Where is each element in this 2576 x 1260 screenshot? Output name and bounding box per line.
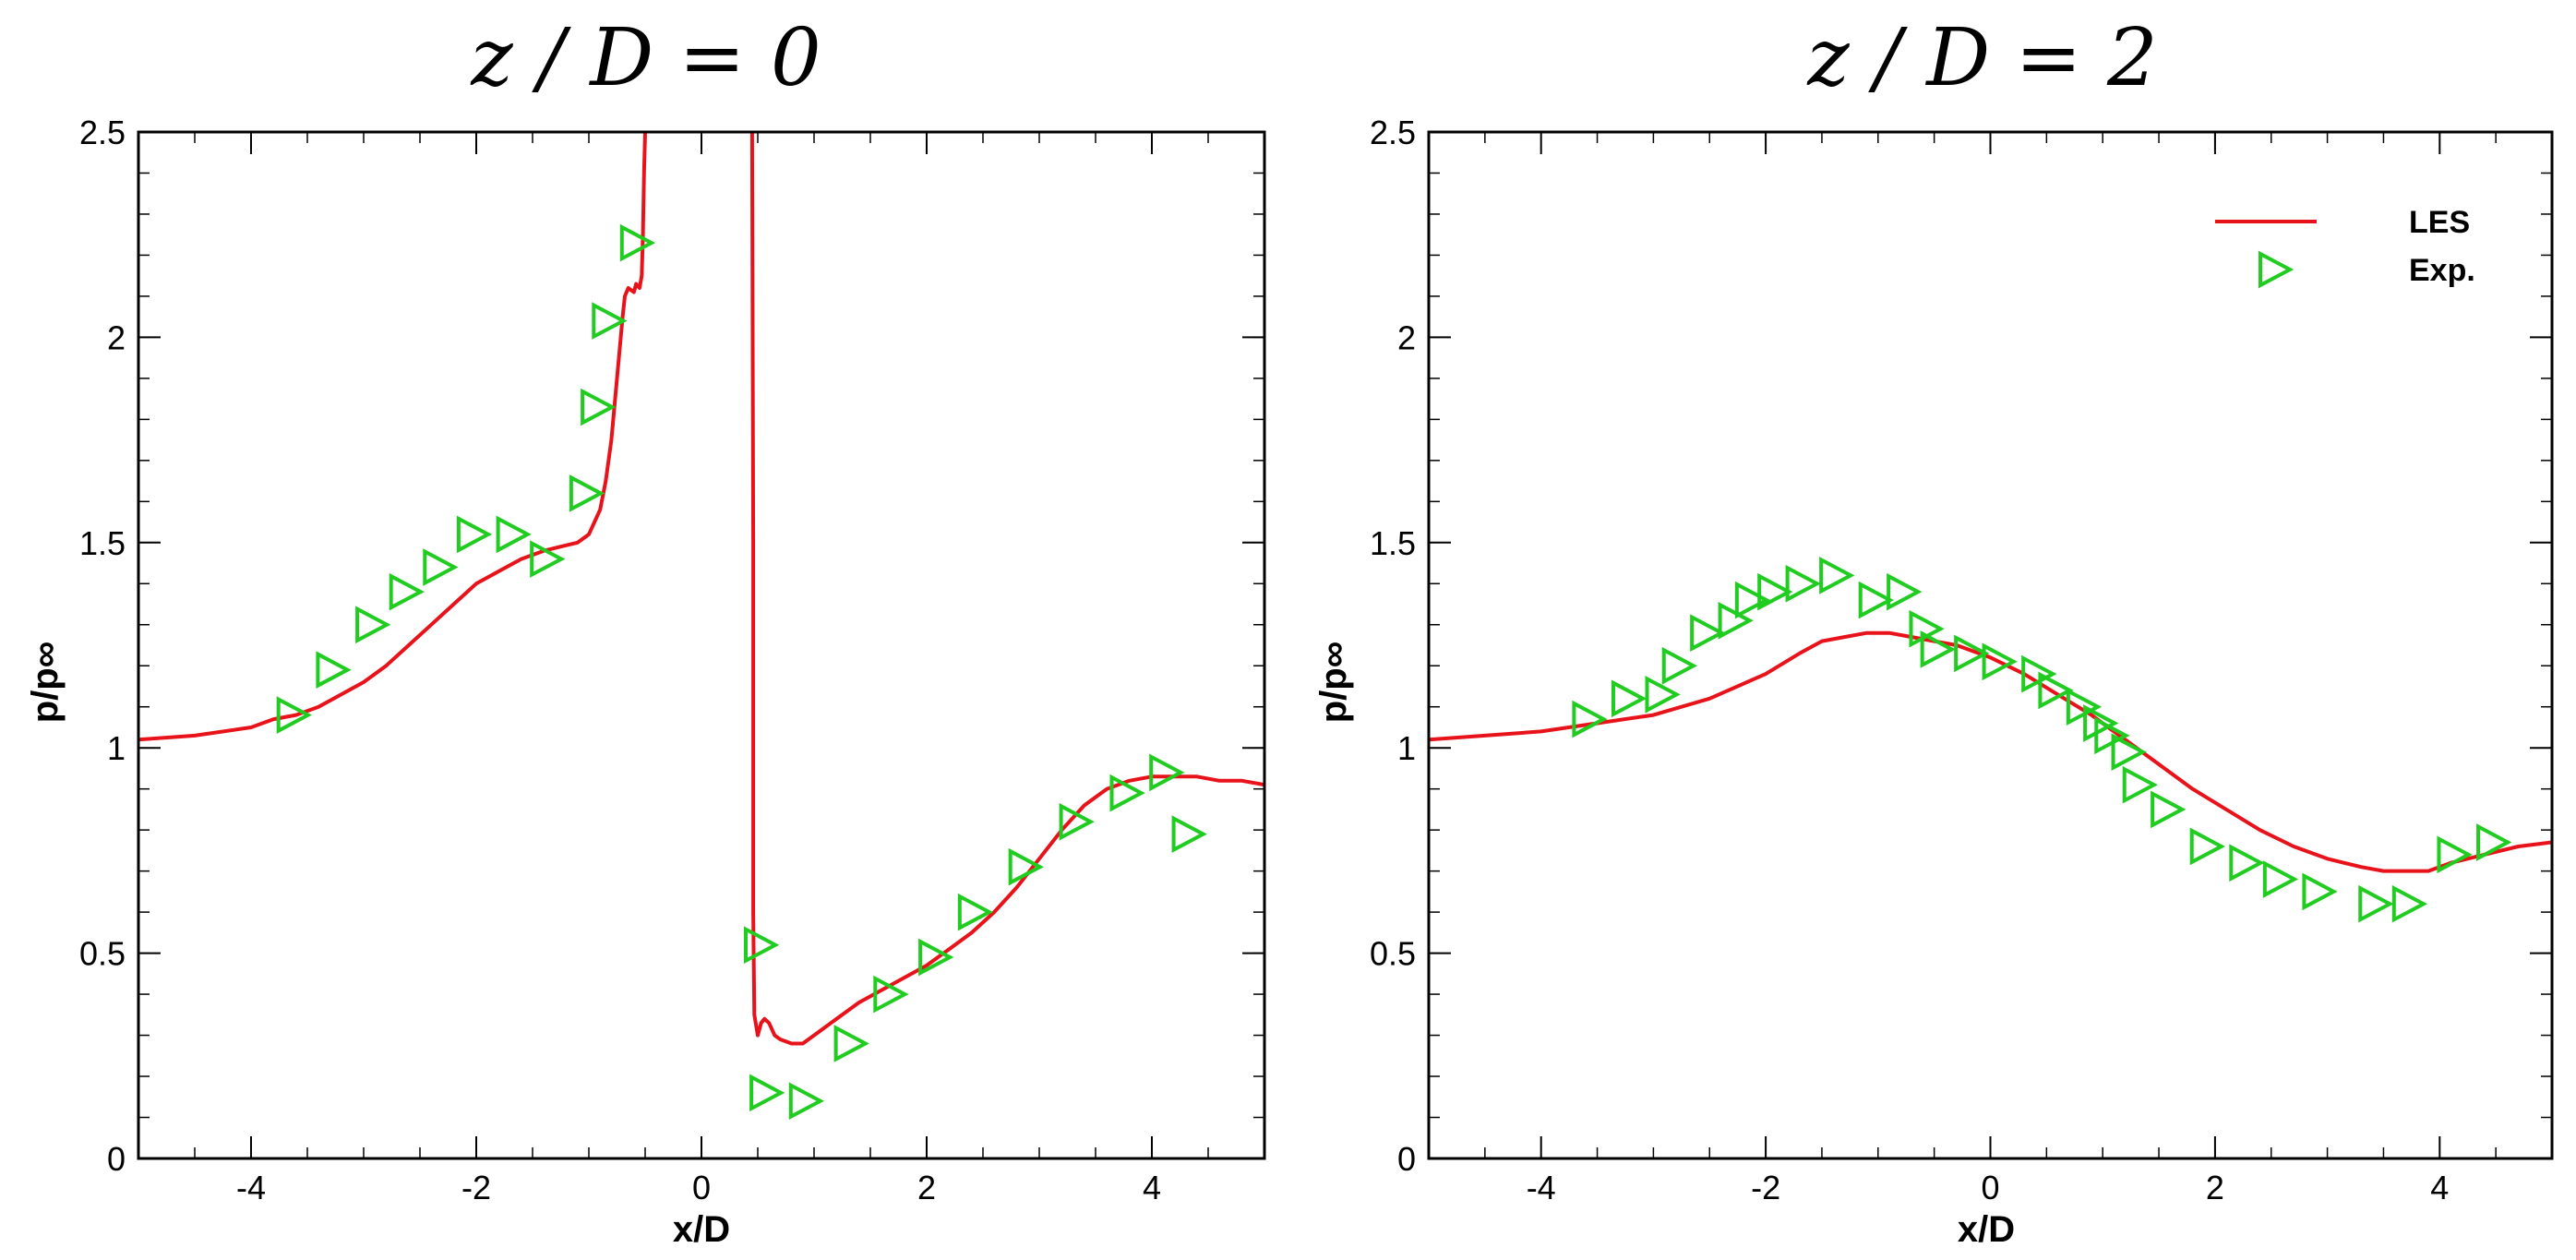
exp-marker xyxy=(2111,733,2147,771)
les-line xyxy=(138,132,647,742)
y-tick-label: 2 xyxy=(107,318,126,356)
exp-marker xyxy=(1611,679,1647,718)
exp-marker xyxy=(2302,872,2338,911)
exp-marker xyxy=(1661,646,1698,685)
x-tick-label: 2 xyxy=(917,1169,936,1206)
exp-marker xyxy=(1982,642,2018,681)
x-tick-label: -2 xyxy=(461,1169,491,1206)
y-axis-label: p/p∞ xyxy=(25,642,66,724)
exp-marker xyxy=(2391,884,2428,923)
exp-marker xyxy=(592,302,628,340)
exp-marker xyxy=(2083,704,2119,742)
exp-marker xyxy=(1149,753,1185,792)
x-tick-label: 4 xyxy=(2430,1169,2449,1206)
exp-marker xyxy=(1757,572,1793,611)
x-tick-label: 0 xyxy=(1981,1169,1999,1206)
exp-marker xyxy=(2189,827,2225,866)
y-tick-label: 1 xyxy=(107,729,126,767)
exp-marker xyxy=(316,651,352,690)
legend-exp-label: Exp. xyxy=(2409,253,2475,288)
exp-marker xyxy=(1718,601,1754,640)
plot-area xyxy=(138,132,1264,1046)
exp-marker xyxy=(1645,676,1681,714)
exp-marker xyxy=(1690,614,1726,652)
exp-marker xyxy=(276,696,312,734)
exp-marker xyxy=(1920,630,1956,668)
exp-marker xyxy=(1572,700,1608,738)
exp-marker xyxy=(833,1025,869,1062)
y-tick-label: 1.5 xyxy=(79,524,126,562)
exp-marker xyxy=(1008,847,1044,886)
plot-area xyxy=(1429,630,2552,873)
exp-marker xyxy=(2358,884,2394,923)
y-tick-label: 1 xyxy=(1397,729,1416,767)
exp-marker xyxy=(423,548,459,586)
exp-marker xyxy=(2476,823,2512,861)
exp-marker xyxy=(1171,815,1207,853)
legend-les-label: LES xyxy=(2409,205,2470,240)
y-tick-label: 0.5 xyxy=(79,935,126,973)
exp-marker xyxy=(619,223,656,262)
exp-marker xyxy=(1059,802,1095,841)
exp-marker xyxy=(2151,790,2187,829)
x-tick-label: 4 xyxy=(1143,1169,1161,1206)
exp-marker xyxy=(2122,765,2158,804)
y-tick-label: 2.5 xyxy=(1370,114,1416,151)
exp-marker xyxy=(1109,774,1145,812)
plot-frame xyxy=(1427,130,2554,1160)
exp-marker xyxy=(1819,557,1855,594)
exp-marker xyxy=(2094,716,2130,755)
exp-marker xyxy=(355,606,391,644)
y-tick-label: 0.5 xyxy=(1370,935,1416,973)
x-tick-label: -4 xyxy=(1527,1169,1556,1206)
les-line xyxy=(1429,630,2552,873)
x-tick-label: 2 xyxy=(2206,1169,2224,1206)
x-tick-label: 0 xyxy=(692,1169,711,1206)
exp-marker xyxy=(2229,844,2265,882)
exp-marker xyxy=(496,515,532,554)
x-axis-label: x/D xyxy=(1958,1209,2015,1250)
y-tick-label: 0 xyxy=(1397,1140,1416,1178)
exp-marker xyxy=(873,975,909,1014)
les-line xyxy=(749,132,1264,1046)
exp-marker xyxy=(2021,654,2057,693)
y-tick-label: 2 xyxy=(1397,318,1416,356)
exp-marker xyxy=(581,388,617,426)
exp-marker xyxy=(957,893,994,931)
exp-marker xyxy=(744,926,780,965)
y-tick-label: 2.5 xyxy=(79,114,126,151)
legend: LES Exp. xyxy=(2215,205,2475,289)
exp-marker xyxy=(1858,581,1894,619)
panel-z2: z / D = 2 -4 -2 0 2 4 0 0.5 1 1.5 2 2.5 x/D p/p∞ LES Ex… xyxy=(1313,12,2554,1250)
y-tick-label: 0 xyxy=(107,1140,126,1178)
x-tick-label: -4 xyxy=(236,1169,266,1206)
panel-title: z / D = 0 xyxy=(470,12,821,104)
x-axis-label: x/D xyxy=(673,1209,730,1250)
exp-marker xyxy=(788,1082,825,1121)
exp-marker xyxy=(2066,688,2103,726)
exp-marker xyxy=(2437,835,2473,874)
exp-marker xyxy=(1954,634,1990,673)
exp-marker xyxy=(569,474,605,512)
exp-marker xyxy=(1887,572,1923,611)
exp-marker xyxy=(530,540,566,578)
exp-marker xyxy=(918,938,954,977)
panel-title: z / D = 2 xyxy=(1806,12,2157,104)
legend-exp-swatch xyxy=(2258,250,2294,289)
exp-marker xyxy=(456,515,493,554)
exp-marker xyxy=(2262,860,2299,898)
exp-marker xyxy=(389,572,425,611)
y-axis-label: p/p∞ xyxy=(1313,642,1354,724)
exp-marker xyxy=(2038,671,2074,710)
panel-z0: z / D = 0 -4 -2 0 2 4 0 0.5 1 1.5 2 2.5 x/D p/p∞ xyxy=(25,12,1266,1250)
plot-frame xyxy=(137,130,1266,1160)
exp-marker xyxy=(749,1074,785,1112)
x-tick-label: -2 xyxy=(1751,1169,1780,1206)
y-tick-label: 1.5 xyxy=(1370,524,1416,562)
exp-marker xyxy=(1734,581,1771,619)
exp-marker xyxy=(1785,564,1821,603)
